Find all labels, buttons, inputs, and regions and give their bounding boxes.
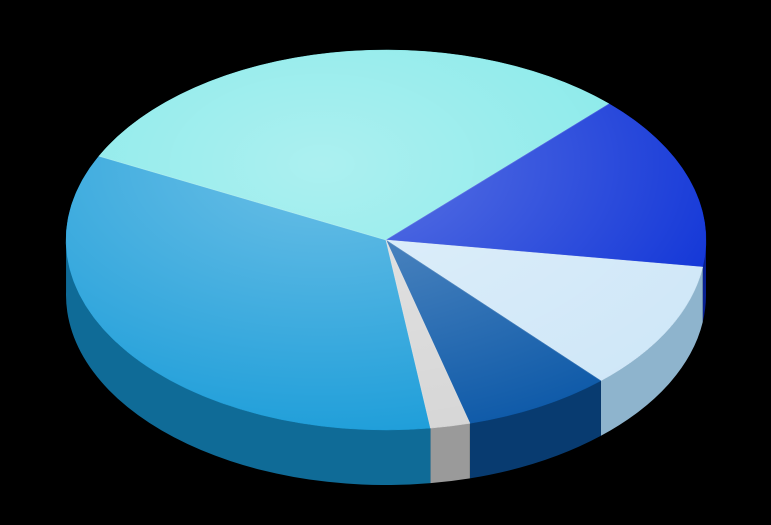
pie-chart-svg bbox=[0, 0, 771, 525]
pie-side bbox=[431, 423, 470, 483]
pie-chart-3d bbox=[0, 0, 771, 525]
